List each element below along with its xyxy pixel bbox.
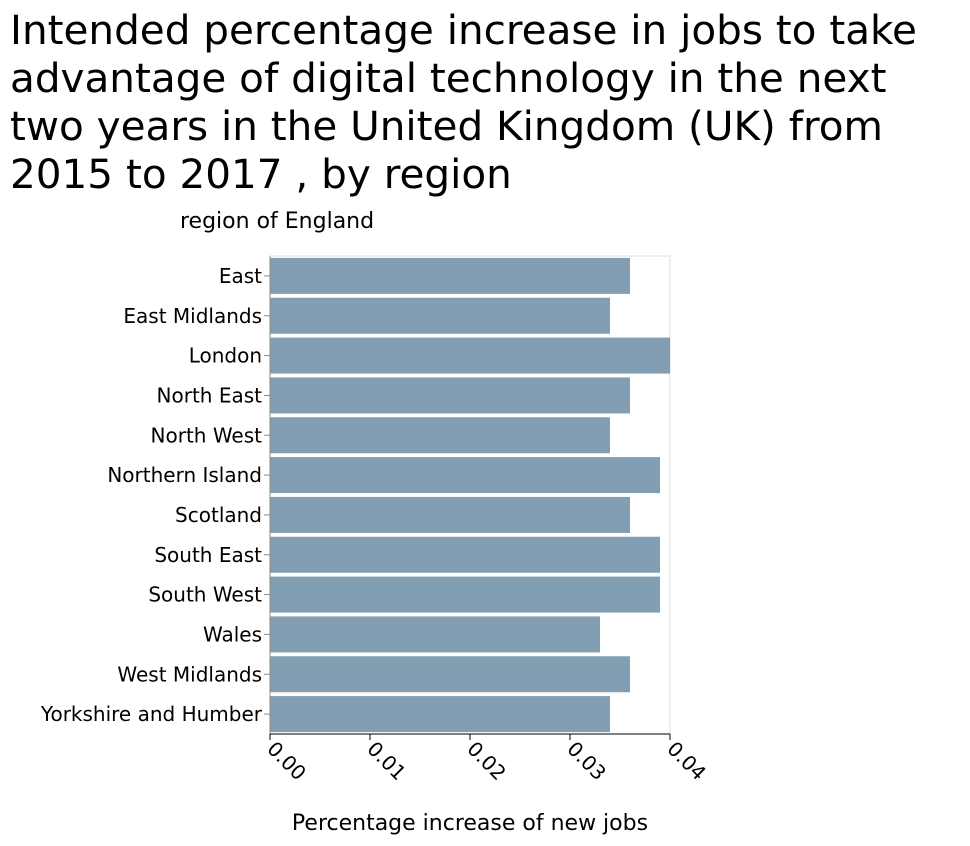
x-tick-label: 0.02 <box>462 737 510 785</box>
y-tick-label: Yorkshire and Humber <box>40 702 263 726</box>
bar-east-midlands <box>270 297 610 334</box>
bar-scotland <box>270 496 630 533</box>
y-tick-label: East Midlands <box>123 304 262 328</box>
bar-yorkshire-and-humber <box>270 696 610 733</box>
y-tick-label: North East <box>157 383 263 407</box>
bar-wales <box>270 616 600 653</box>
y-tick-label: North West <box>151 423 263 447</box>
bar-north-west <box>270 417 610 454</box>
x-tick-label: 0.01 <box>362 737 410 785</box>
y-tick-label: Scotland <box>175 503 262 527</box>
x-tick-label: 0.00 <box>262 737 310 785</box>
chart-title: Intended percentage increase in jobs to … <box>10 6 917 198</box>
x-axis-title: Percentage increase of new jobs <box>292 811 648 836</box>
bar-east <box>270 257 630 294</box>
x-axis: 0.00 0.01 0.02 0.03 0.04 <box>262 733 711 785</box>
y-tick-label: Wales <box>203 622 262 646</box>
bar-northern-island <box>270 457 660 494</box>
bars-group <box>269 255 671 735</box>
y-tick-label: London <box>189 344 262 368</box>
y-axis: East East Midlands London North East North W… <box>40 256 271 734</box>
y-tick-label: Northern Island <box>107 463 262 487</box>
bar-south-east <box>270 536 660 573</box>
bar-london <box>270 337 670 374</box>
bar-west-midlands <box>270 656 630 693</box>
x-tick-label: 0.04 <box>662 737 710 785</box>
y-tick-label: East <box>219 264 262 288</box>
y-tick-label: South East <box>154 543 262 567</box>
bar-north-east <box>270 377 630 414</box>
y-tick-label: West Midlands <box>117 662 262 686</box>
y-axis-title: region of England <box>180 209 374 234</box>
bar-south-west <box>270 576 660 613</box>
x-tick-label: 0.03 <box>562 737 610 785</box>
y-tick-label: South West <box>148 583 262 607</box>
